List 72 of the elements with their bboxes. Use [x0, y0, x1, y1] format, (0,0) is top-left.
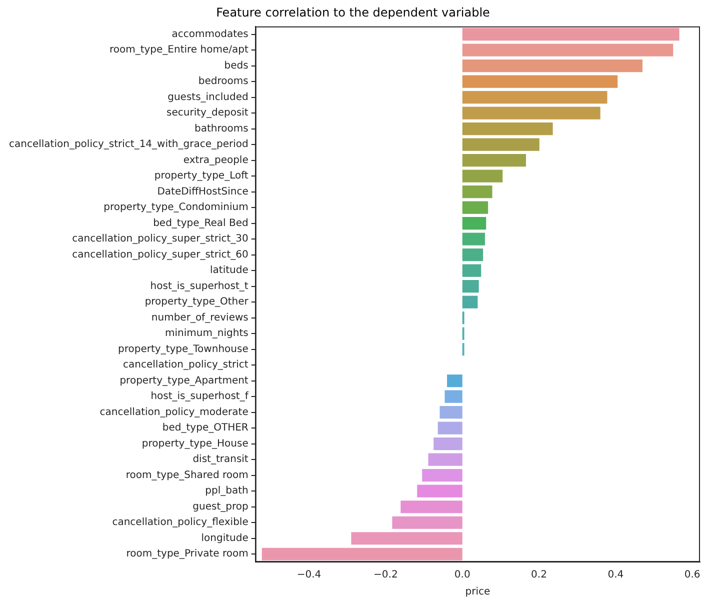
bar: [262, 548, 462, 560]
bar: [444, 390, 462, 403]
y-tick-label: guests_included: [168, 92, 248, 103]
y-tick-label: cancellation_policy_strict: [123, 360, 248, 371]
y-tick-label: room_type_Shared room: [126, 470, 248, 481]
bar: [462, 232, 485, 246]
y-tick-label: cancellation_policy_super_strict_30: [72, 234, 248, 245]
y-tick-label: DateDiffHostSince: [157, 186, 248, 198]
bar: [462, 138, 540, 151]
y-tick-label: property_type_Apartment: [120, 375, 248, 386]
y-tick-label: room_type_Private room: [126, 548, 248, 560]
y-tick-label: dist_transit: [192, 454, 248, 466]
y-tick-label: longitude: [201, 532, 248, 544]
y-tick-label: room_type_Entire home/apt: [109, 44, 248, 56]
chart-title: Feature correlation to the dependent variable: [216, 5, 490, 20]
y-tick-label: security_deposit: [166, 108, 248, 119]
bar: [462, 59, 643, 72]
y-tick-label: host_is_superhost_t: [150, 280, 248, 292]
bar: [462, 248, 484, 262]
bar: [462, 44, 674, 56]
bar: [438, 422, 462, 434]
x-tick-label: 0.6: [684, 570, 700, 581]
bar: [462, 75, 618, 88]
bar: [351, 532, 462, 545]
bar: [462, 296, 478, 308]
y-tick-label: ppl_bath: [205, 486, 248, 497]
y-tick-label: bed_type_OTHER: [162, 422, 248, 434]
bar: [462, 217, 486, 230]
x-tick-label: −0.4: [296, 570, 322, 581]
y-tick-label: cancellation_policy_strict_14_with_grace_period: [8, 139, 248, 150]
y-tick-label: minimum_nights: [164, 328, 248, 340]
bar: [462, 201, 488, 214]
x-tick-label: −0.2: [374, 570, 398, 581]
bar: [462, 154, 526, 167]
y-tick-label: property_type_Other: [144, 296, 250, 308]
bar: [440, 406, 462, 419]
bar: [434, 438, 462, 450]
bar: [462, 264, 482, 277]
y-tick-label: latitude: [210, 265, 248, 276]
y-tick-label: host_is_superhost_f: [150, 391, 249, 402]
y-tick-label: property_type_Loft: [154, 170, 248, 182]
y-tick-label: bathrooms: [194, 123, 248, 134]
bar: [447, 374, 462, 388]
bar: [462, 90, 608, 104]
bar: [417, 484, 462, 498]
x-tick-label: 0.2: [531, 570, 547, 581]
y-tick-label: cancellation_policy_super_strict_60: [72, 249, 248, 260]
y-tick-label: guest_prop: [192, 501, 248, 512]
y-tick-label: property_type_Townhouse: [118, 344, 248, 355]
y-tick-label: number_of_reviews: [151, 312, 248, 324]
bar: [462, 186, 492, 198]
y-tick-label: cancellation_policy_flexible: [112, 517, 248, 528]
bar: [462, 122, 553, 136]
y-tick-label: bedrooms: [198, 76, 248, 88]
bar: [428, 453, 462, 466]
y-tick-label: cancellation_policy_moderate: [100, 406, 248, 418]
bar: [392, 516, 462, 529]
x-tick-label: 0.0: [454, 570, 470, 581]
y-tick-label: accommodates: [172, 28, 248, 40]
bar: [462, 28, 680, 41]
y-tick-label: property_type_House: [142, 438, 248, 450]
bar: [462, 280, 479, 293]
bar: [462, 170, 503, 182]
bar: [422, 469, 462, 482]
y-tick-label: beds: [224, 60, 248, 72]
y-tick-label: bed_type_Real Bed: [153, 218, 248, 229]
bar: [400, 500, 462, 514]
y-tick-label: property_type_Condominium: [104, 202, 248, 214]
x-axis-title: price: [465, 586, 490, 598]
y-tick-label: extra_people: [183, 154, 248, 166]
x-tick-label: 0.4: [608, 570, 624, 581]
bar: [462, 106, 600, 120]
